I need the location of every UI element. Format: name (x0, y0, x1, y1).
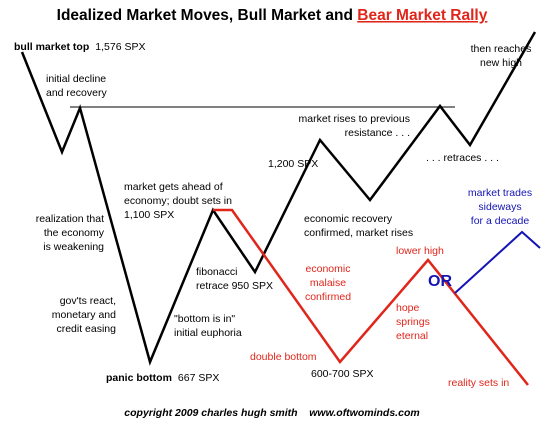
diagram-title: Idealized Market Moves, Bull Market and … (57, 7, 488, 24)
label-economic-malaise-1: economic (306, 263, 351, 275)
label-economic-recovery: economic recovery (304, 213, 393, 225)
label-then-reaches: then reaches (471, 43, 532, 55)
label-reality-sets-in: reality sets in (448, 377, 509, 389)
footer-copyright: copyright 2009 charles hugh smith www.of… (124, 407, 419, 419)
bull-market-path (20, 31, 537, 366)
label-market-rises: confirmed, market rises (304, 227, 413, 239)
label-eternal: eternal (396, 330, 428, 342)
label-initial-decline: initial decline (46, 73, 106, 85)
label-rises-previous: market rises to previous (299, 113, 410, 125)
label-realization-3: is weakening (43, 241, 104, 253)
label-double-bottom: double bottom (250, 351, 317, 363)
label-1200-spx: 1,200 SPX (268, 158, 318, 170)
label-initial-euphoria: initial euphoria (174, 327, 242, 339)
bear-market-path (213, 208, 529, 386)
label-bull-market-top: bull market top 1,576 SPX (14, 41, 145, 53)
label-realization-2: the economy (44, 227, 105, 239)
label-initial-recovery: and recovery (46, 87, 107, 99)
label-market-trades: market trades (468, 187, 532, 199)
label-springs: springs (396, 316, 430, 328)
label-economic-malaise-3: confirmed (305, 291, 351, 303)
label-market-ahead: market gets ahead of (124, 181, 223, 193)
label-or: OR (428, 273, 452, 290)
label-panic-bottom: panic bottom 667 SPX (106, 372, 219, 384)
label-govts-2: monetary and (52, 309, 116, 321)
label-resistance: resistance . . . (345, 127, 410, 139)
label-govts-1: gov'ts react, (60, 295, 116, 307)
label-retraces: . . . retraces . . . (426, 152, 499, 164)
label-fibonacci: fibonacci (196, 266, 237, 278)
label-govts-3: credit easing (56, 323, 116, 335)
label-sideways: sideways (478, 201, 521, 213)
sideways-path (454, 230, 541, 294)
label-lower-high: lower high (396, 245, 444, 257)
label-1100-spx: 1,100 SPX (124, 209, 174, 221)
label-economic-malaise-2: malaise (310, 277, 346, 289)
label-600-700-spx: 600-700 SPX (311, 368, 373, 380)
label-new-high: new high (480, 57, 522, 69)
label-doubt: economy; doubt sets in (124, 195, 232, 207)
label-realization-1: realization that (36, 213, 104, 225)
label-fib-retrace: retrace 950 SPX (196, 280, 273, 292)
label-bottom-in: "bottom is in" (174, 313, 235, 325)
label-hope: hope (396, 302, 420, 314)
title-highlight: Bear Market Rally (357, 7, 487, 24)
label-for-a-decade: for a decade (471, 215, 530, 227)
